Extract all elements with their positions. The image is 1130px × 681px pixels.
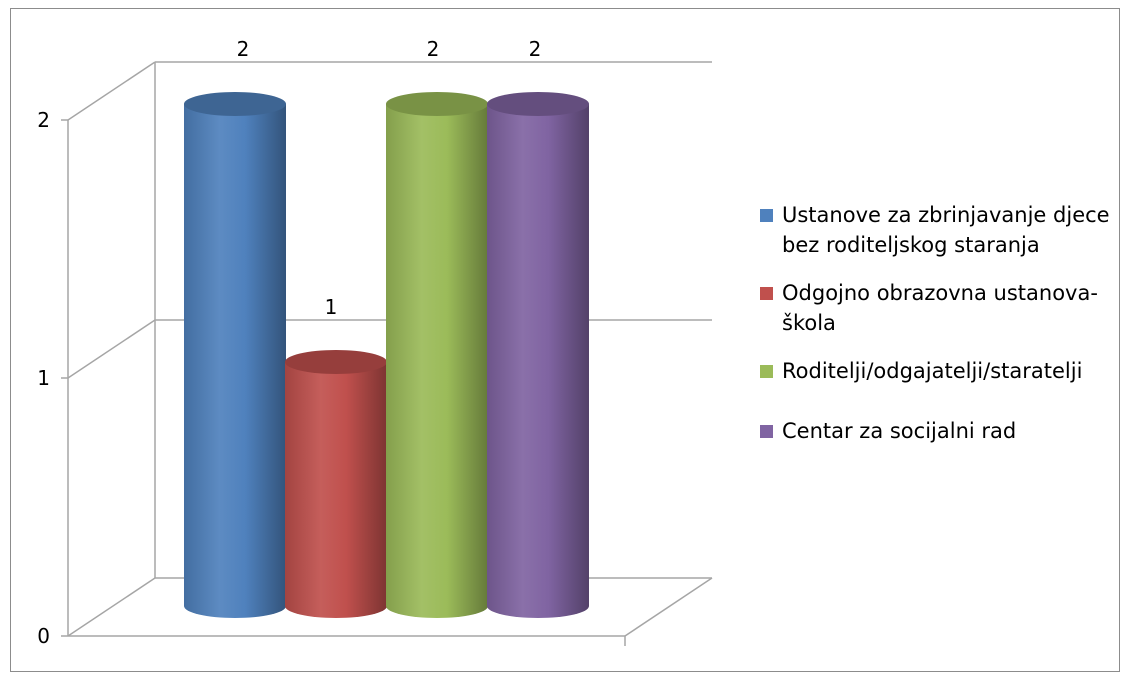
legend-item: Roditelji/odgajatelji/staratelji [760, 356, 1120, 386]
legend-swatch [760, 365, 773, 378]
bar [386, 104, 488, 618]
data-label: 1 [325, 295, 338, 319]
legend-item: Centar za socijalni rad [760, 416, 1120, 446]
floor-edge [624, 577, 713, 637]
legend-swatch [760, 425, 773, 438]
data-label: 2 [529, 37, 542, 61]
gridline-depth [67, 319, 156, 379]
legend-item: Odgojno obrazovna ustanova- škola [760, 278, 1120, 338]
bar-top [285, 350, 387, 374]
bar [285, 362, 387, 618]
legend-label: bez roditeljskog staranja [782, 233, 1040, 257]
legend-item: Ustanove za zbrinjavanje djece bez rodit… [760, 200, 1120, 260]
legend-label: Ustanove za zbrinjavanje djece [782, 203, 1110, 227]
data-labels: 2 1 2 2 [237, 37, 542, 319]
bar-top [487, 92, 589, 116]
legend: Ustanove za zbrinjavanje djece bez rodit… [760, 200, 1120, 446]
legend-swatch [760, 287, 773, 300]
bars [184, 92, 589, 618]
y-tick-label: 0 [37, 624, 50, 648]
bar-top [184, 92, 286, 116]
legend-label: Odgojno obrazovna ustanova- [782, 281, 1098, 305]
y-tick-label: 1 [37, 366, 50, 390]
legend-label: Roditelji/odgajatelji/staratelji [782, 359, 1083, 383]
legend-label: škola [782, 311, 836, 335]
legend-swatch [760, 209, 773, 222]
gridline-depth [67, 577, 156, 637]
bar-top [386, 92, 488, 116]
y-tick-label: 2 [37, 108, 50, 132]
bar [487, 104, 589, 618]
data-label: 2 [427, 37, 440, 61]
data-label: 2 [237, 37, 250, 61]
legend-label: Centar za socijalni rad [782, 419, 1017, 443]
gridline-depth [67, 61, 156, 121]
bar [184, 104, 286, 618]
